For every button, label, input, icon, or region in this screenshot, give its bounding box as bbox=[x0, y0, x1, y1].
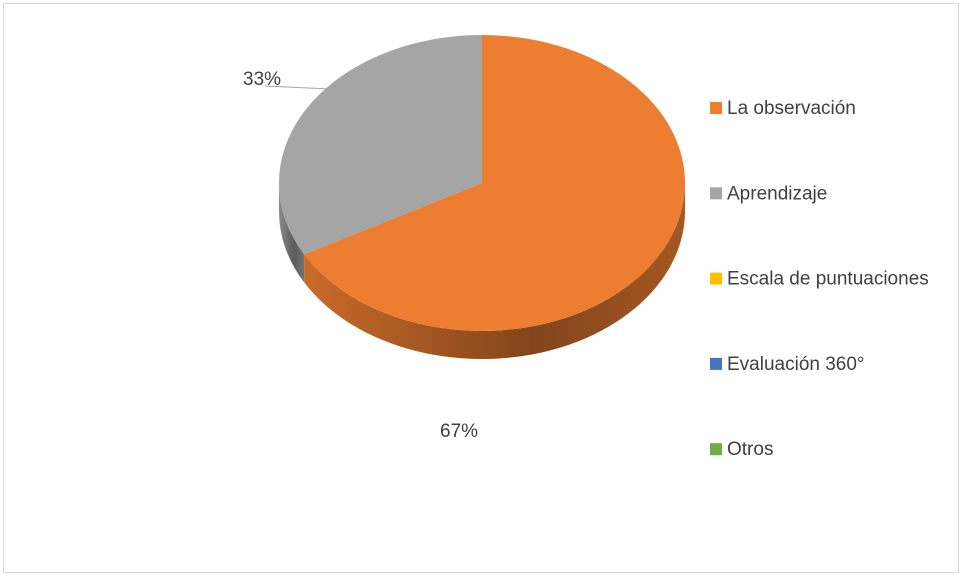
slice bbox=[304, 35, 685, 331]
data-label: 33% bbox=[243, 69, 281, 90]
legend-swatch bbox=[710, 102, 722, 114]
slice bbox=[278, 34, 482, 255]
legend-label: Escala de puntuaciones bbox=[727, 269, 929, 290]
legend-swatch bbox=[710, 272, 722, 285]
legend-label: Otros bbox=[727, 439, 773, 460]
legend-label: Aprendizaje bbox=[727, 183, 827, 204]
legend-swatch bbox=[710, 357, 722, 370]
legend-swatch bbox=[710, 187, 722, 200]
legend-label: Evaluación 360° bbox=[727, 354, 865, 375]
data-label: 67% bbox=[440, 421, 478, 442]
legend-swatch bbox=[710, 443, 722, 456]
legend-label: La observación bbox=[727, 98, 856, 119]
slice-side-shade bbox=[279, 183, 305, 283]
slice-side-shade bbox=[304, 183, 685, 359]
leader-line bbox=[264, 85, 353, 91]
